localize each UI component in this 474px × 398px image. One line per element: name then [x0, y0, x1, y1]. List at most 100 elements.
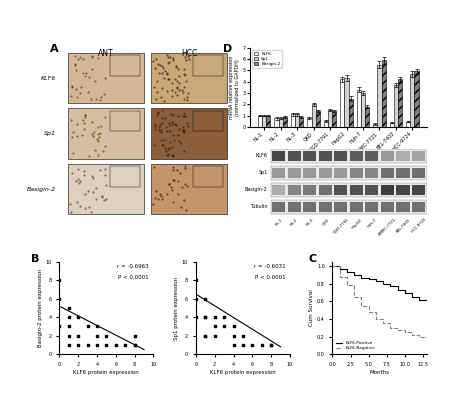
Point	[168, 152, 176, 158]
Point	[181, 163, 188, 170]
Point	[179, 127, 187, 133]
Point	[73, 199, 81, 205]
Point	[155, 195, 162, 202]
Point	[71, 62, 79, 68]
Y-axis label: Cum Survival: Cum Survival	[309, 290, 314, 326]
Point	[94, 131, 101, 137]
Point	[81, 205, 89, 211]
FancyBboxPatch shape	[68, 108, 144, 159]
Point	[149, 201, 157, 207]
Point	[80, 172, 88, 178]
Point	[65, 332, 73, 339]
Point	[164, 54, 171, 60]
Point	[164, 191, 171, 197]
Point	[162, 148, 169, 154]
Point	[230, 332, 237, 339]
Text: Tubulin: Tubulin	[250, 204, 268, 209]
Point	[182, 113, 189, 119]
KLF6-Positive	[358, 275, 364, 280]
KLF6-Negative	[402, 330, 408, 335]
Text: ANT: ANT	[98, 49, 114, 59]
Point	[167, 184, 175, 190]
Point	[89, 119, 96, 125]
Point	[154, 109, 162, 116]
FancyBboxPatch shape	[288, 202, 301, 212]
Point	[171, 76, 179, 82]
Point	[173, 85, 181, 91]
Point	[180, 109, 187, 116]
Point	[158, 196, 166, 202]
Point	[74, 56, 82, 62]
Point	[181, 96, 188, 103]
Text: NL-3: NL-3	[306, 217, 315, 226]
FancyBboxPatch shape	[365, 202, 378, 212]
Point	[77, 54, 84, 60]
Line: KLF6-Negative: KLF6-Negative	[332, 266, 427, 338]
Point	[156, 62, 164, 68]
Point	[72, 60, 79, 67]
Point	[80, 120, 87, 127]
Point	[151, 121, 158, 127]
Point	[173, 122, 180, 128]
FancyBboxPatch shape	[319, 202, 332, 212]
Point	[169, 79, 176, 86]
Point	[73, 133, 81, 139]
KLF6-Negative	[409, 332, 415, 337]
FancyBboxPatch shape	[68, 53, 144, 103]
Point	[157, 129, 165, 135]
Point	[168, 144, 176, 150]
Point	[93, 323, 100, 330]
FancyBboxPatch shape	[272, 168, 285, 178]
Text: Sp1: Sp1	[44, 131, 56, 136]
Point	[164, 151, 172, 158]
Point	[153, 78, 160, 84]
Point	[85, 89, 92, 96]
Text: r = -0.6031: r = -0.6031	[254, 264, 285, 269]
Line: KLF6-Positive: KLF6-Positive	[332, 266, 427, 301]
Point	[159, 120, 166, 126]
Text: A: A	[50, 45, 59, 55]
KLF6-Negative	[417, 334, 422, 339]
FancyBboxPatch shape	[303, 168, 316, 178]
Point	[158, 85, 165, 91]
Point	[163, 124, 170, 131]
FancyBboxPatch shape	[396, 151, 410, 162]
Bar	[406, 122, 410, 127]
FancyBboxPatch shape	[319, 168, 332, 178]
Point	[176, 87, 183, 93]
Point	[169, 57, 176, 63]
Point	[174, 113, 182, 119]
Bar	[332, 111, 336, 127]
Point	[79, 117, 87, 123]
FancyBboxPatch shape	[319, 151, 332, 162]
Point	[180, 129, 188, 135]
Point	[171, 121, 179, 127]
Point	[169, 177, 176, 183]
Point	[84, 187, 91, 194]
KLF6-Negative	[366, 310, 372, 314]
Point	[182, 72, 189, 78]
Point	[172, 64, 180, 70]
Point	[97, 123, 105, 129]
Point	[178, 184, 186, 191]
Point	[84, 323, 91, 330]
Point	[183, 183, 191, 189]
Point	[151, 125, 158, 132]
Bar	[299, 117, 303, 127]
Point	[152, 56, 159, 62]
FancyBboxPatch shape	[193, 111, 223, 131]
Bar	[361, 93, 365, 127]
Point	[92, 96, 100, 102]
Point	[154, 112, 161, 118]
Bar	[414, 72, 419, 127]
Point	[55, 277, 63, 283]
Point	[185, 56, 192, 62]
KLF6-Negative	[395, 328, 401, 333]
Point	[97, 167, 104, 173]
Point	[121, 342, 129, 348]
Point	[55, 323, 63, 330]
Text: NL-1: NL-1	[274, 217, 283, 226]
KLF6-Negative	[424, 336, 429, 341]
Point	[78, 132, 85, 138]
Point	[168, 119, 176, 126]
